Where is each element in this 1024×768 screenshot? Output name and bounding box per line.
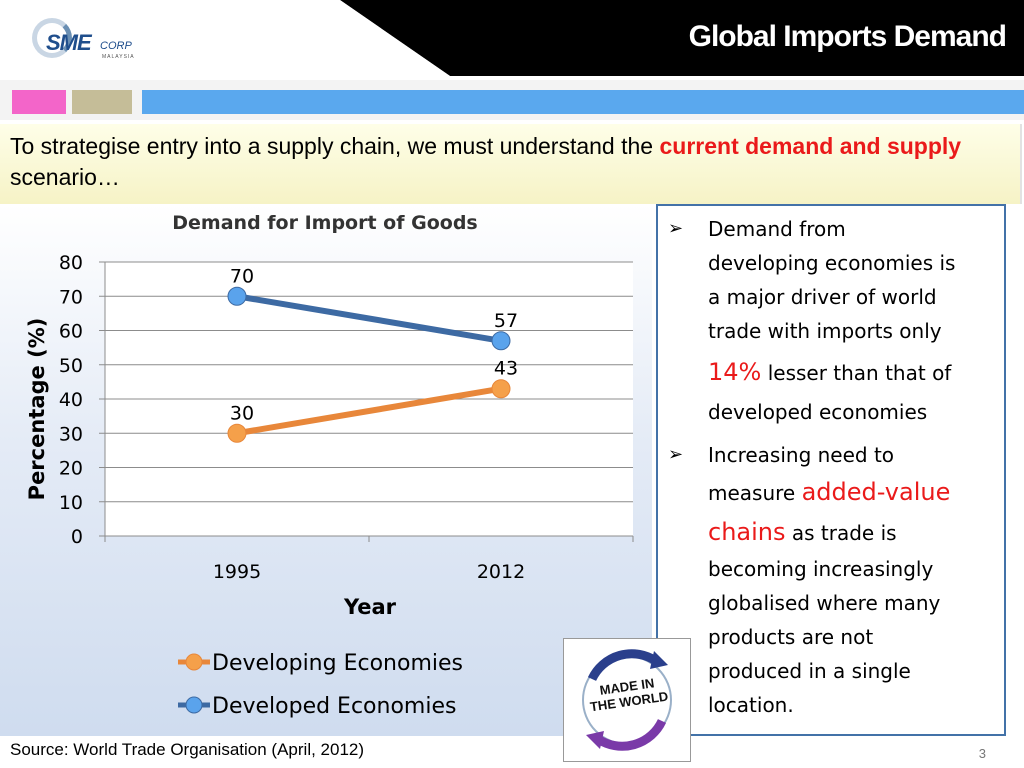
bullet-2-line: globalised where many [708, 591, 941, 615]
data-point [491, 331, 511, 351]
slide-title: Global Imports Demand [688, 20, 1007, 53]
made-in-the-world-badge: MADE IN THE WORLD [563, 638, 691, 762]
data-point [491, 379, 511, 399]
bullet-arrow-icon: ➢ [668, 444, 684, 465]
data-label: 70 [230, 265, 254, 287]
intro-highlight: current demand and supply [659, 133, 962, 159]
bullet-2-line: location. [708, 693, 794, 717]
band-pink-block [12, 90, 66, 114]
series-line [236, 385, 502, 437]
y-axis-title: Percentage (%) [25, 318, 49, 501]
y-tick-label: 30 [59, 423, 83, 445]
logo-ring-icon [32, 18, 72, 58]
bullet-2-highlight: added-value [801, 478, 951, 506]
legend-marker [185, 696, 203, 714]
bullet-2-line: becoming increasingly [708, 557, 934, 581]
bullet-1-line: lesser than that of [761, 361, 952, 385]
intro-callout: To strategise entry into a supply chain,… [0, 124, 1022, 204]
logo-sme-text: SME [46, 30, 92, 55]
y-tick-label: 40 [59, 389, 83, 411]
logo-sub-text: MALAYSIA [102, 54, 135, 60]
y-tick-label: 80 [59, 252, 83, 274]
y-tick-label: 50 [59, 355, 83, 377]
bullet-1: Demand from developing economies is a ma… [708, 212, 998, 427]
data-point [227, 423, 247, 443]
series-line [236, 293, 502, 344]
page-number: 3 [978, 746, 986, 761]
chart-panel: 0 10 20 30 40 50 60 70 80 1995 2012 Demand for Impo… [0, 204, 652, 736]
x-tick-label: 2012 [477, 561, 525, 583]
legend-label: Developed Economies [212, 694, 456, 719]
bullet-2-highlight: chains [708, 518, 786, 546]
intro-text-end: scenario… [10, 164, 120, 190]
data-label: 43 [494, 358, 518, 380]
y-tick-label: 20 [59, 458, 83, 480]
line-chart: 0 10 20 30 40 50 60 70 80 1995 2012 Demand for Impo… [25, 212, 634, 719]
data-label: 57 [494, 310, 518, 332]
bullet-1-percent: 14% [708, 358, 762, 386]
legend-label: Developing Economies [212, 651, 463, 676]
chart-title: Demand for Import of Goods [172, 212, 477, 234]
x-axis-title: Year [343, 595, 397, 619]
y-tick-label: 10 [59, 492, 83, 514]
y-tick-label: 60 [59, 321, 83, 343]
bullet-1-line: Demand from [708, 217, 846, 241]
intro-text: To strategise entry into a supply chain,… [10, 133, 660, 159]
bullet-2-line: measure [708, 481, 802, 505]
bullet-2-line: Increasing need to [708, 443, 895, 467]
bullet-1-line: trade with imports only [708, 319, 942, 343]
bullet-2-line: as trade is [785, 521, 897, 545]
band-blue-bar [142, 90, 1024, 114]
source-note: Source: World Trade Organisation (April,… [10, 740, 365, 759]
logo-corp-text: CORP [100, 40, 132, 52]
legend-marker [185, 653, 203, 671]
x-tick-label: 1995 [213, 561, 261, 583]
bullet-panel: ➢ Demand from developing economies is a … [656, 204, 1006, 736]
bullet-1-line: developed economies [708, 400, 928, 424]
bullet-2-line: products are not [708, 625, 874, 649]
data-label: 30 [230, 402, 254, 424]
bullet-1-line: developing economies is [708, 251, 956, 275]
bullet-2: Increasing need to measure added-value c… [708, 438, 998, 722]
bullet-1-line: a major driver of world [708, 285, 937, 309]
bullet-arrow-icon: ➢ [668, 218, 684, 239]
globe-arrows-icon [582, 649, 672, 751]
data-point [227, 286, 247, 306]
y-tick-label: 70 [59, 286, 83, 308]
band-tan-block [72, 90, 132, 114]
bullet-2-line: produced in a single [708, 659, 911, 683]
y-tick-label: 0 [71, 526, 83, 548]
smecorp-logo: SME CORP MALAYSIA [24, 14, 154, 72]
